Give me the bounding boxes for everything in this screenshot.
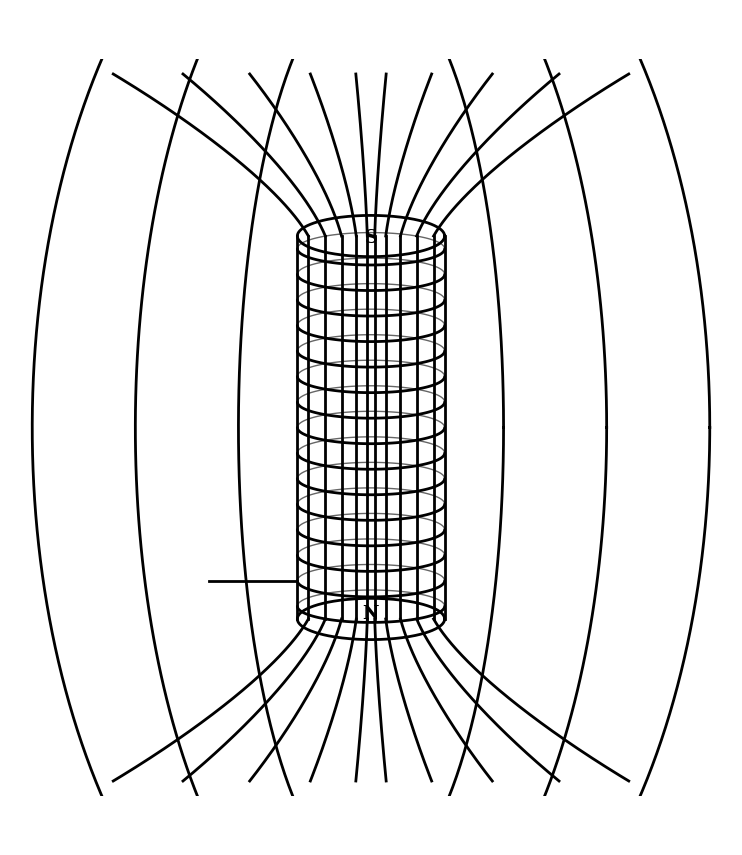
Text: S: S	[364, 228, 378, 246]
Text: N: N	[363, 604, 379, 622]
